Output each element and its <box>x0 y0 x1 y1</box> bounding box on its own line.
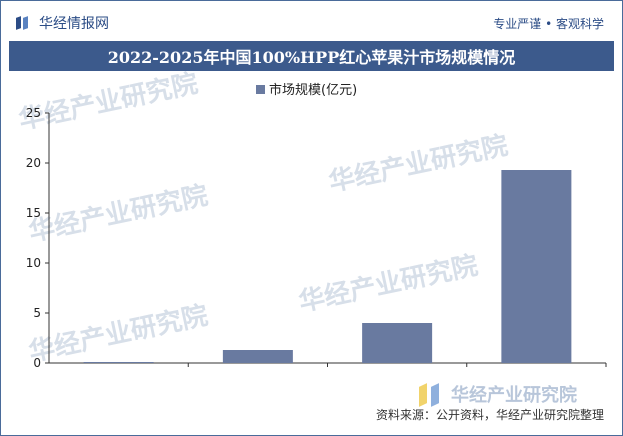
y-tick-label: 20 <box>26 156 41 170</box>
legend-label: 市场规模(亿元) <box>269 82 357 98</box>
brand-name: 华经情报网 <box>39 16 109 32</box>
footer-logo-text: 华经产业研究院 <box>451 385 577 406</box>
slogan: 专业严谨 • 客观科学 <box>493 17 604 31</box>
watermark-text: 华经产业研究院 <box>296 250 480 318</box>
bar <box>362 323 433 363</box>
chart-title: 2022-2025年中国100%HPP红心苹果汁市场规模情况 <box>107 48 516 67</box>
bar <box>83 362 154 363</box>
y-tick-label: 5 <box>33 306 41 320</box>
brand: 华经情报网 <box>15 13 109 33</box>
footer-logo: 华经产业研究院 <box>419 381 577 407</box>
y-tick-label: 25 <box>26 106 41 120</box>
source-note: 资料来源：公开资料，华经产业研究院整理 <box>375 408 604 422</box>
bar <box>222 350 293 363</box>
watermark-text: 华经产业研究院 <box>326 130 510 198</box>
y-tick-label: 0 <box>33 356 41 370</box>
brand-logo-icon <box>15 15 31 31</box>
watermark-text: 华经产业研究院 <box>26 180 210 248</box>
legend-swatch <box>256 85 265 94</box>
y-tick-label: 10 <box>26 256 41 270</box>
chart-svg: 华经产业研究院华经产业研究院华经产业研究院华经产业研究院华经产业研究院市场规模(… <box>16 71 607 370</box>
header-bar: 华经情报网 专业严谨 • 客观科学 <box>1 1 622 41</box>
footer-logo-icon <box>419 383 445 407</box>
title-bar: 2022-2025年中国100%HPP红心苹果汁市场规模情况 <box>9 41 614 71</box>
watermark-text: 华经产业研究院 <box>16 71 200 136</box>
y-tick-label: 15 <box>26 206 41 220</box>
bar <box>501 170 572 363</box>
watermark-text: 华经产业研究院 <box>26 300 210 368</box>
